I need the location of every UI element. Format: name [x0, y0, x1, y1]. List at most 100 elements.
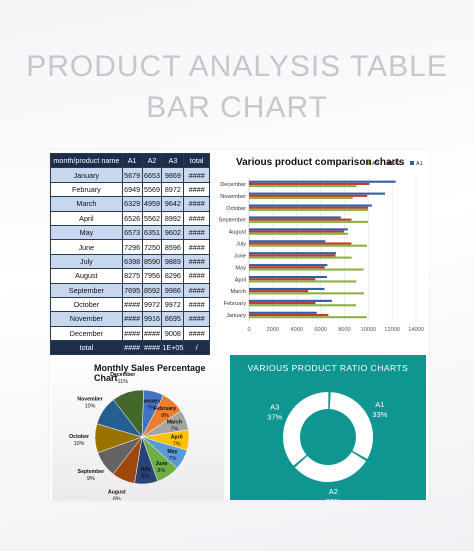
bar: [249, 196, 353, 200]
total-cell: ####: [121, 340, 143, 356]
x-tick-label: 0: [247, 327, 250, 333]
table-cell: ####: [183, 210, 210, 226]
table-cell: 9869: [161, 167, 185, 183]
legend-label: A2: [394, 161, 401, 167]
bar: [249, 192, 385, 195]
bar: [249, 280, 357, 283]
table-cell: July: [50, 253, 123, 270]
bar: [249, 194, 368, 197]
x-tick-label: 4000: [290, 327, 302, 333]
table-cell: ####: [121, 311, 143, 327]
bar-chart-plot: 0 2000 4000 6000 8000 10000 12000 14000 January F…: [219, 161, 424, 333]
pie-category-label: October: [69, 434, 89, 440]
table-cell: 6398: [121, 253, 143, 270]
table-cell: 7695: [121, 282, 143, 298]
y-tick-label: August: [229, 230, 247, 236]
bar: [249, 252, 337, 255]
table-cell: December: [50, 325, 123, 342]
table-cell: 9972: [161, 296, 185, 313]
pie-percent-label: 7%: [169, 456, 177, 462]
y-tick-label: March: [230, 289, 246, 295]
table-cell: 8992: [161, 210, 185, 226]
table-cell: 8695: [161, 311, 185, 327]
table-cell: February: [50, 181, 123, 198]
donut-segment: [329, 392, 373, 460]
bar: [249, 256, 352, 259]
bar: [249, 290, 309, 293]
donut-category-label: A1: [375, 400, 384, 409]
column-header: A3: [161, 152, 185, 169]
pie-category-label: February: [154, 406, 176, 412]
table-row: September 7695 8592 9986 ####: [50, 282, 210, 298]
table-cell: 6351: [141, 224, 163, 241]
donut-category-label: A3: [270, 403, 279, 412]
bar: [249, 278, 316, 281]
x-tick-label: 10000: [361, 327, 377, 333]
bar: [249, 287, 325, 291]
pie-chart-title: Monthly Sales Percentage Chart: [94, 363, 206, 383]
table-cell: 6526: [121, 210, 143, 226]
table-cell: 9986: [161, 282, 185, 298]
table-cell: 8592: [141, 282, 163, 298]
y-tick-label: July: [236, 242, 246, 248]
bar: [249, 185, 357, 188]
table-cell: 8275: [121, 268, 143, 284]
y-tick-label: October: [226, 206, 246, 212]
table-row: January 5679 6653 9869 ####: [50, 167, 210, 183]
bar-chart: Various product comparison charts 0 2000 4…: [216, 153, 426, 343]
page-subtitle: BAR CHART: [146, 91, 328, 124]
bar: [249, 208, 368, 211]
table-row: March 6329 4959 9642 ####: [50, 196, 210, 212]
data-table: month/product name A1 A2 A3 total January 567…: [50, 152, 210, 356]
table-cell: ####: [183, 253, 210, 270]
pie-category-label: May: [167, 449, 177, 455]
table-row: July 6398 8590 9889 ####: [50, 253, 210, 270]
bar: [249, 275, 327, 279]
bar: [249, 268, 364, 271]
pie-percent-label: 10%: [74, 441, 85, 447]
table-cell: 9889: [161, 253, 185, 270]
table-cell: 5562: [141, 210, 163, 226]
bar: [249, 313, 329, 317]
pie-category-label: December: [110, 372, 135, 378]
table-cell: March: [50, 196, 123, 212]
table-cell: 6573: [121, 224, 143, 241]
column-header: month/product name: [50, 152, 123, 169]
bar-chart-title: Various product comparison charts: [236, 157, 405, 168]
x-tick-label: 12000: [384, 327, 400, 333]
table-cell: ####: [183, 224, 210, 241]
table-row: May 6573 6351 9602 ####: [50, 224, 210, 241]
x-tick-label: 14000: [408, 327, 424, 333]
y-tick-label: February: [224, 301, 247, 307]
donut-segment: [294, 451, 367, 482]
total-cell: ####: [141, 340, 163, 356]
table-cell: ####: [183, 296, 210, 313]
bar: [249, 216, 341, 219]
pie-category-label: March: [167, 419, 182, 425]
pie-category-label: January: [141, 398, 161, 404]
donut-chart-panel: VARIOUS PRODUCT RATIO CHARTS A133%A230%A…: [230, 355, 426, 506]
y-tick-label: April: [235, 277, 246, 283]
table-row: April 6526 5562 8992 ####: [50, 210, 210, 226]
bar: [249, 180, 396, 183]
table-cell: April: [50, 210, 123, 226]
bar: [249, 266, 325, 269]
total-cell: /: [183, 340, 210, 356]
table-cell: 5569: [141, 181, 163, 198]
y-tick-label: June: [234, 253, 246, 259]
pie-category-label: April: [171, 434, 183, 440]
y-tick-label: November: [220, 194, 246, 200]
table-cell: November: [50, 311, 123, 327]
bar: [249, 204, 372, 207]
total-cell: total: [50, 340, 123, 356]
bar: [249, 302, 316, 305]
table-cell: 9602: [161, 224, 185, 241]
x-tick-label: 2000: [267, 327, 279, 333]
table-cell: 6329: [121, 196, 143, 212]
legend-label: A1: [416, 161, 423, 167]
donut-category-label: A2: [329, 487, 338, 496]
bar: [249, 232, 348, 235]
legend-swatch: [366, 161, 370, 165]
